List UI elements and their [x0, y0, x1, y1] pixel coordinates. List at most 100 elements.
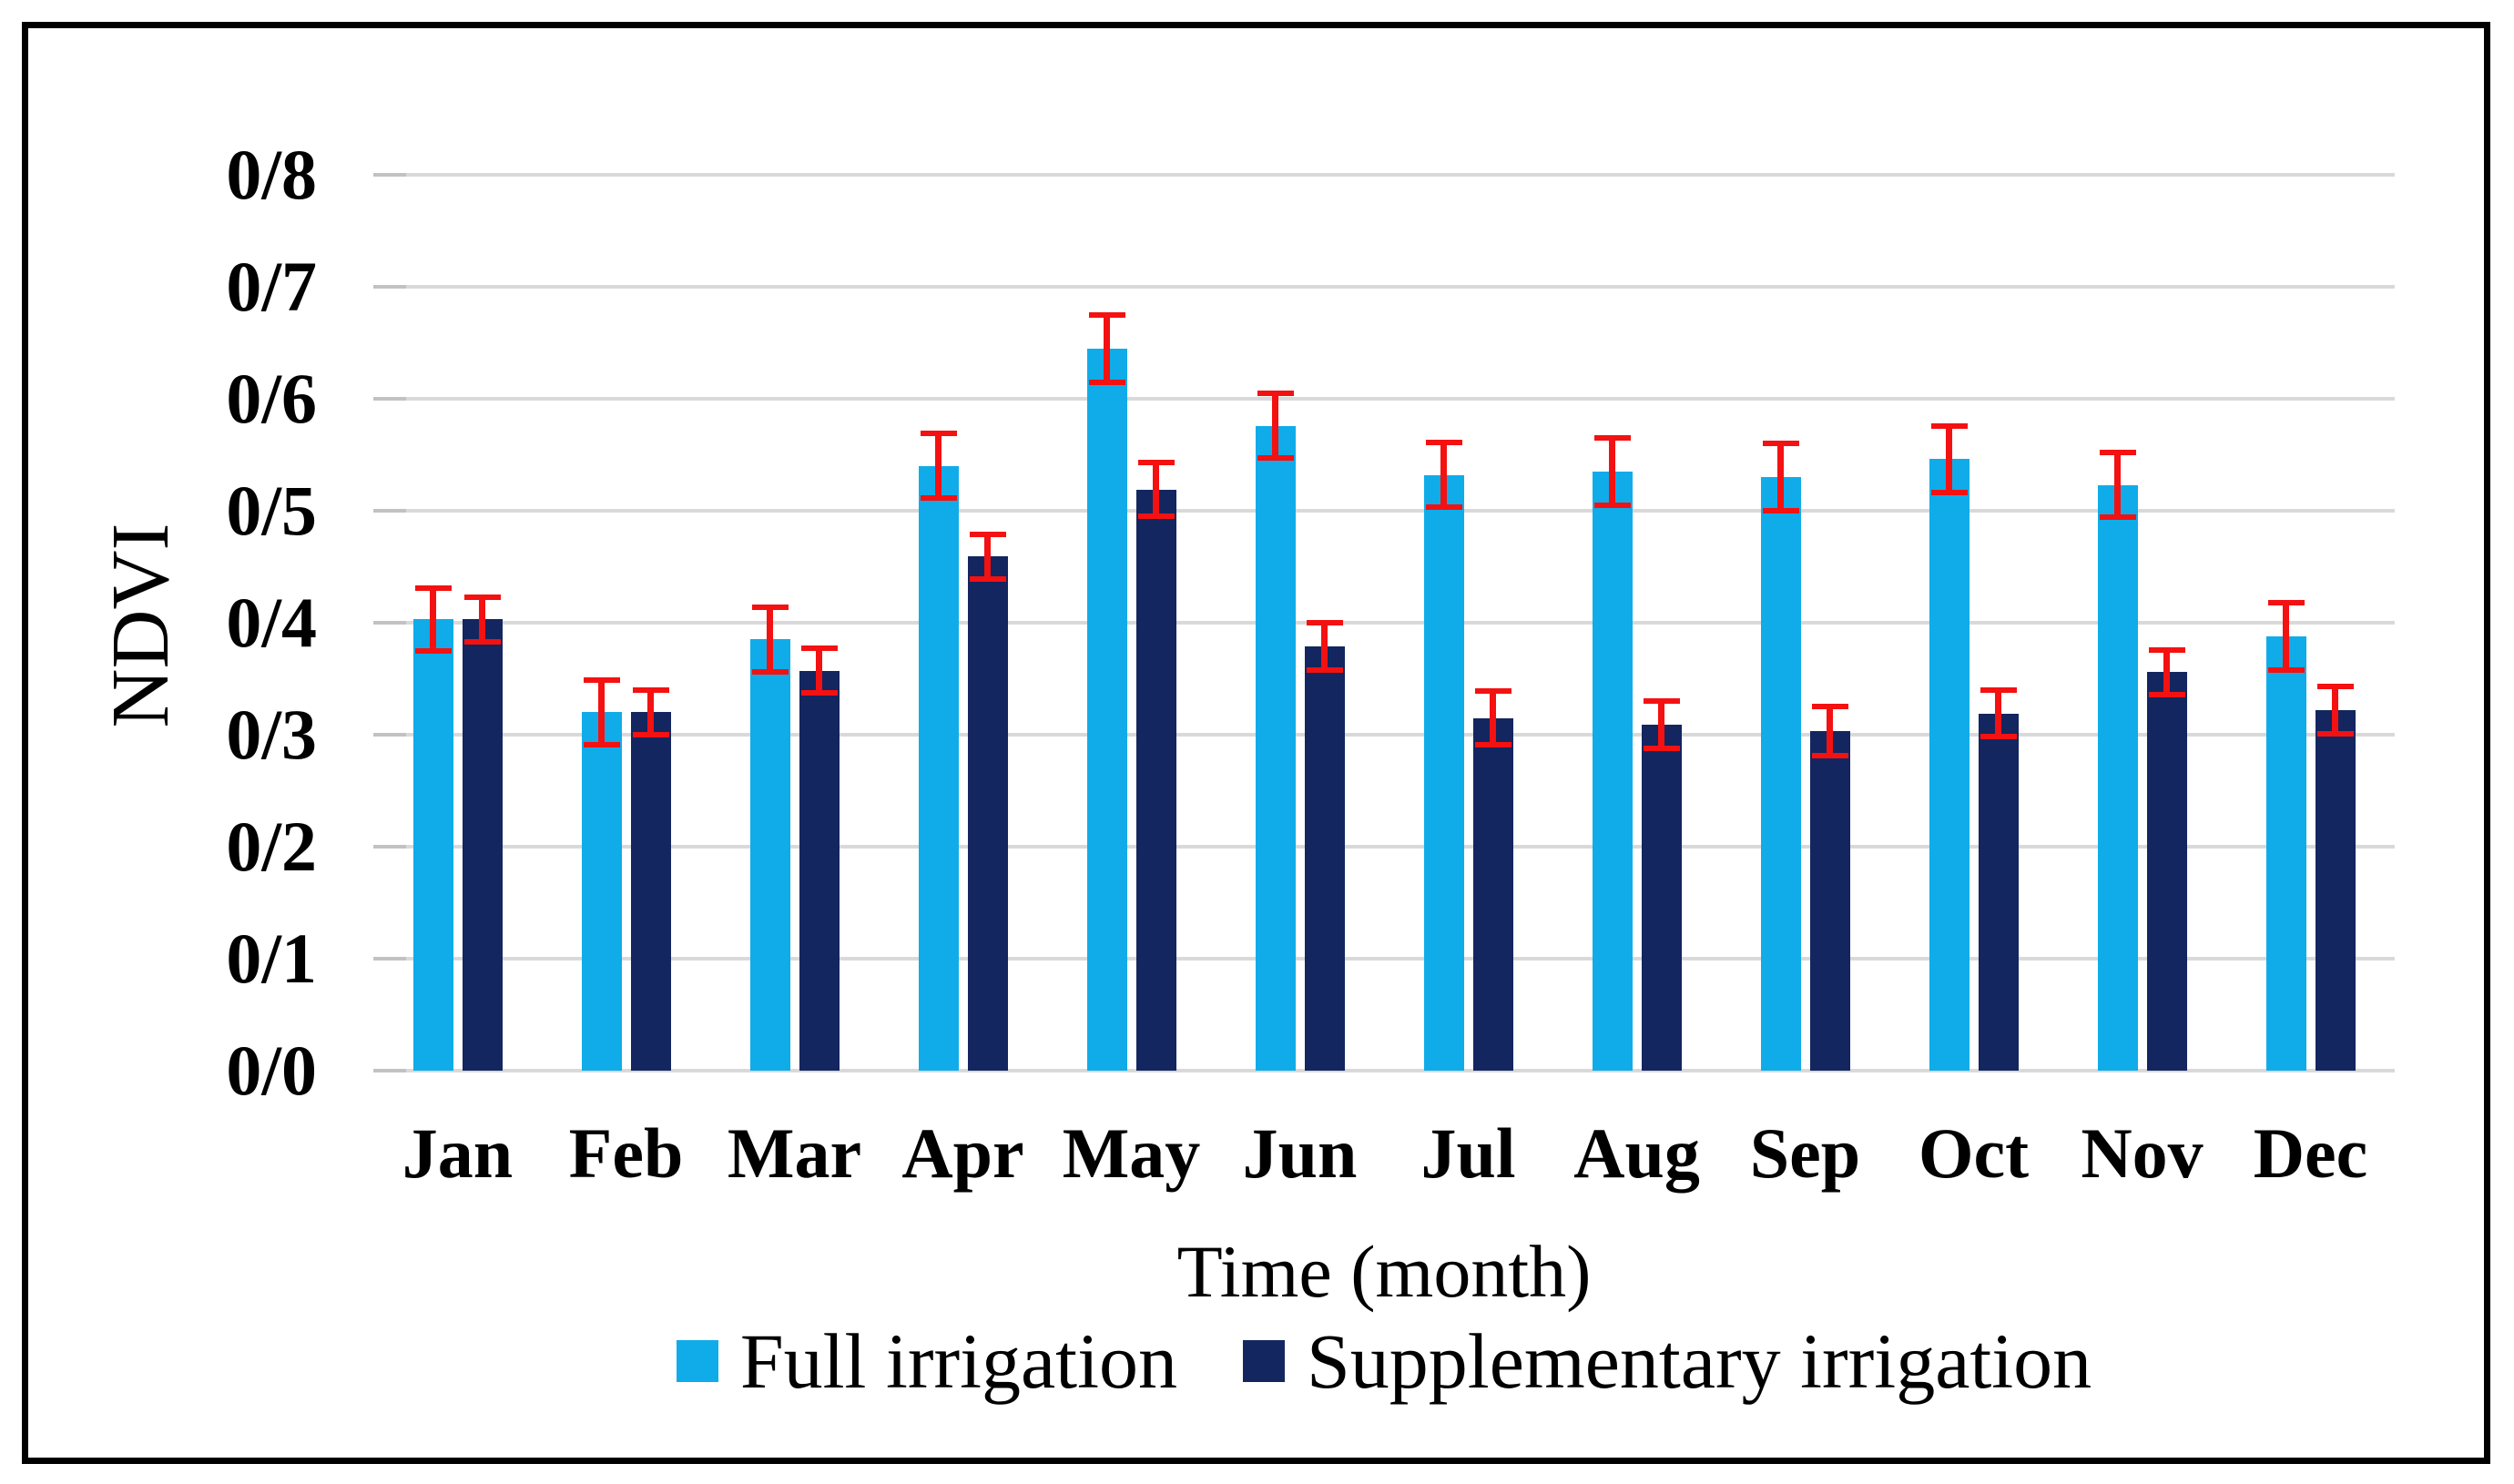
error-bar-cap-bottom — [2316, 730, 2354, 737]
bar-group-nov — [2058, 175, 2226, 1071]
error-bar-cap-top — [2267, 599, 2305, 605]
error-bar-cap-top — [1593, 435, 1631, 442]
error-bar-cap-top — [1930, 422, 1968, 429]
error-bar-line — [1272, 392, 1278, 459]
bar-full-oct — [1929, 422, 1969, 1071]
gridline-0/8 — [373, 173, 2395, 177]
bar-supplementary-dec — [2315, 684, 2356, 1071]
x-tick-label-oct: Oct — [1918, 1113, 2030, 1193]
error-bar-cap-top — [2148, 646, 2185, 653]
error-bar-cap-top — [800, 645, 838, 652]
x-tick-label-jun: Jun — [1242, 1113, 1358, 1193]
plot-area — [373, 173, 2395, 1072]
bar-group-oct — [1889, 175, 2058, 1071]
y-tick-label: 0/0 — [226, 1031, 317, 1110]
bar-supplementary-jun — [1304, 620, 1345, 1071]
bar-group-may — [1047, 175, 1216, 1071]
error-bar-line — [2332, 686, 2338, 734]
error-bar-cap-bottom — [2267, 666, 2305, 673]
bar-group-jul — [1384, 175, 1552, 1071]
error-bar-line — [1777, 443, 1784, 512]
x-tick-label-sep: Sep — [1749, 1113, 1861, 1193]
error-bar-line — [1104, 314, 1110, 382]
bar-supplementary-oct — [1978, 686, 2019, 1071]
error-bar-cap-bottom — [2099, 514, 2136, 521]
error-bar-line — [816, 648, 822, 694]
error-bar-cap-top — [632, 686, 669, 693]
error-bar-cap-top — [1980, 686, 2017, 693]
x-tick-label-jul: Jul — [1420, 1113, 1516, 1193]
bar-supplementary-may — [1135, 460, 1176, 1071]
error-bar-line — [1609, 438, 1615, 505]
y-axis-tick — [373, 845, 406, 849]
error-bar-cap-top — [463, 594, 501, 600]
error-bar-cap-bottom — [1930, 490, 1968, 496]
x-tick-label-nov: Nov — [2081, 1113, 2204, 1193]
error-bar-line — [1153, 462, 1159, 517]
bar-full-jun — [1255, 390, 1296, 1071]
error-bar-cap-bottom — [414, 647, 452, 654]
y-tick-label: 0/1 — [226, 919, 317, 998]
bar-group-jun — [1216, 175, 1384, 1071]
x-tick-label-may: May — [1062, 1113, 1201, 1193]
bar-supplementary-jul — [1472, 688, 1513, 1071]
error-bar-cap-top — [1306, 620, 1343, 626]
error-bar-line — [2163, 649, 2170, 695]
gridline-0/5 — [373, 509, 2395, 513]
gridline-0/7 — [373, 285, 2395, 289]
legend-swatch-full-irrigation — [676, 1340, 718, 1383]
error-bar-cap-top — [1811, 704, 1848, 710]
error-bar-cap-bottom — [1593, 502, 1631, 508]
y-axis-tick-labels: 0/0 0/1 0/2 0/3 0/4 0/5 0/6 0/7 0/8 — [0, 0, 317, 1484]
legend: Full irrigation Supplementary irrigation — [373, 1318, 2395, 1405]
error-bar-cap-bottom — [751, 669, 789, 676]
bar-group-dec — [2226, 175, 2395, 1071]
error-bar-line — [1440, 442, 1447, 508]
y-tick-label: 0/2 — [226, 807, 317, 886]
gridline-0/1 — [373, 957, 2395, 961]
bar-full-jul — [1423, 439, 1464, 1071]
error-bar-cap-top — [1762, 441, 1799, 447]
error-bar-cap-top — [2099, 450, 2136, 456]
bar-group-aug — [1552, 175, 1721, 1071]
y-tick-label: 0/5 — [226, 471, 317, 550]
error-bar-cap-bottom — [463, 638, 501, 645]
error-bar-cap-top — [1137, 460, 1175, 466]
error-bar-cap-top — [969, 531, 1006, 537]
y-tick-label: 0/7 — [226, 247, 317, 326]
bar-supplementary-sep — [1809, 704, 1850, 1071]
y-tick-label: 0/6 — [226, 359, 317, 438]
error-bar-line — [767, 606, 773, 673]
error-bar-cap-top — [1474, 688, 1511, 695]
y-axis-tick — [373, 285, 406, 289]
bar-full-nov — [2097, 450, 2138, 1071]
error-bar-cap-top — [2316, 684, 2354, 690]
error-bar-cap-bottom — [1643, 745, 1680, 751]
error-bar-cap-bottom — [800, 690, 838, 696]
gridline-0/3 — [373, 733, 2395, 737]
bar-full-mar — [749, 604, 790, 1071]
error-bar-line — [1658, 701, 1664, 748]
error-bar-cap-top — [920, 431, 957, 437]
bar-group-jan — [373, 175, 542, 1071]
x-axis-tick-labels: Jan Feb Mar Apr May Jun Jul Aug Sep Oct Nov Dec — [373, 1118, 2395, 1189]
error-bar-cap-bottom — [969, 576, 1006, 583]
error-bar-line — [935, 433, 941, 499]
x-tick-label-apr: Apr — [901, 1113, 1024, 1193]
y-tick-label: 0/4 — [226, 583, 317, 662]
bar-full-sep — [1760, 441, 1801, 1071]
gridline-0/4 — [373, 621, 2395, 625]
bar-full-aug — [1592, 435, 1633, 1071]
error-bar-line — [430, 587, 436, 651]
gridline-0/2 — [373, 845, 2395, 849]
y-axis-tick — [373, 1069, 406, 1072]
gridline-0/0 — [373, 1069, 2395, 1072]
bar-group-mar — [710, 175, 879, 1071]
bar-group-sep — [1721, 175, 1889, 1071]
y-axis-tick — [373, 621, 406, 625]
gridline-0/6 — [373, 397, 2395, 401]
x-tick-label-jan: Jan — [402, 1113, 514, 1193]
y-axis-tick — [373, 957, 406, 961]
legend-label-supplementary-irrigation: Supplementary irrigation — [1306, 1317, 2092, 1405]
error-bar-cap-bottom — [1980, 734, 2017, 740]
